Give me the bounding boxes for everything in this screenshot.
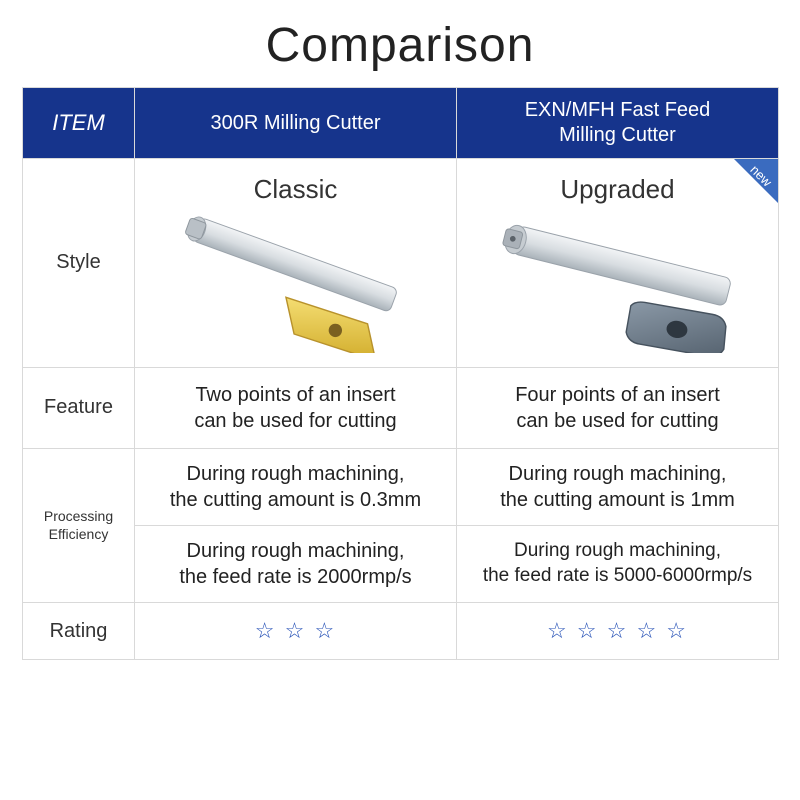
page-title: Comparison xyxy=(0,0,800,87)
processing-b-2: During rough machining, the feed rate is… xyxy=(457,525,779,602)
row-label-feature: Feature xyxy=(23,367,135,448)
style-cell-a: Classic xyxy=(135,159,457,368)
row-feature: Feature Two points of an insert can be u… xyxy=(23,367,779,448)
milling-cutter-upgraded-icon xyxy=(465,213,770,353)
product-image-classic xyxy=(143,213,448,353)
processing-a-1: During rough machining, the cutting amou… xyxy=(135,448,457,525)
stars-b: ☆ ☆ ☆ ☆ ☆ xyxy=(547,618,688,643)
style-label-a: Classic xyxy=(143,173,448,207)
product-image-upgraded xyxy=(465,213,770,353)
row-style: Style Classic xyxy=(23,159,779,368)
row-rating: Rating ☆ ☆ ☆ ☆ ☆ ☆ ☆ ☆ xyxy=(23,602,779,660)
style-label-b: Upgraded xyxy=(465,173,770,207)
milling-cutter-classic-icon xyxy=(143,213,448,353)
row-processing-1: Processing Efficiency During rough machi… xyxy=(23,448,779,525)
feature-a: Two points of an insert can be used for … xyxy=(135,367,457,448)
stars-a: ☆ ☆ ☆ xyxy=(255,618,336,643)
row-label-rating: Rating xyxy=(23,602,135,660)
header-item: ITEM xyxy=(23,88,135,159)
table-header-row: ITEM 300R Milling Cutter EXN/MFH Fast Fe… xyxy=(23,88,779,159)
row-label-processing: Processing Efficiency xyxy=(23,448,135,602)
rating-a: ☆ ☆ ☆ xyxy=(135,602,457,660)
header-col-a: 300R Milling Cutter xyxy=(135,88,457,159)
row-label-style: Style xyxy=(23,159,135,368)
row-processing-2: During rough machining, the feed rate is… xyxy=(23,525,779,602)
style-cell-b: new Upgraded xyxy=(457,159,779,368)
header-col-b: EXN/MFH Fast Feed Milling Cutter xyxy=(457,88,779,159)
processing-b-1: During rough machining, the cutting amou… xyxy=(457,448,779,525)
header-col-b-text: EXN/MFH Fast Feed Milling Cutter xyxy=(525,99,711,146)
feature-b: Four points of an insert can be used for… xyxy=(457,367,779,448)
processing-a-2: During rough machining, the feed rate is… xyxy=(135,525,457,602)
comparison-table: ITEM 300R Milling Cutter EXN/MFH Fast Fe… xyxy=(22,87,779,660)
rating-b: ☆ ☆ ☆ ☆ ☆ xyxy=(457,602,779,660)
